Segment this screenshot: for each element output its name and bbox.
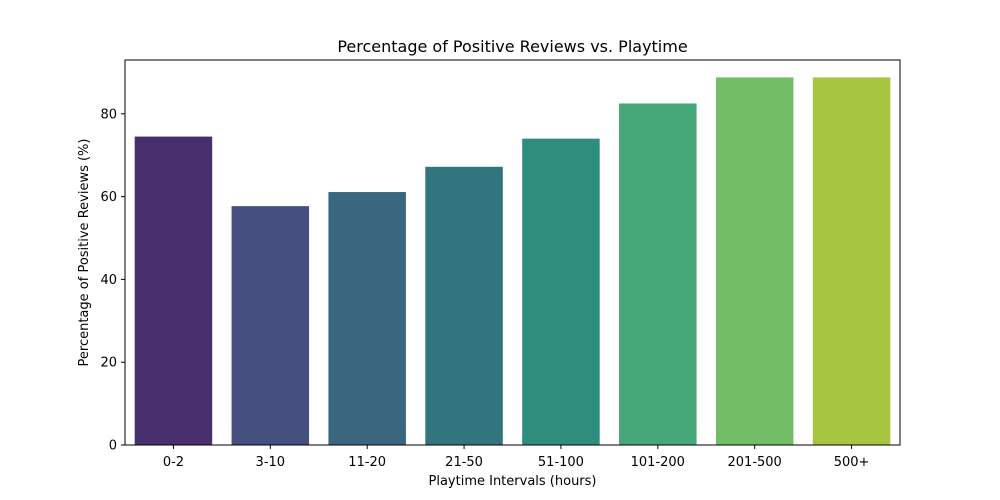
x-tick-label: 3-10 bbox=[256, 455, 286, 470]
bar-500+ bbox=[812, 77, 891, 446]
bar-101-200 bbox=[619, 103, 697, 445]
y-tick-label: 40 bbox=[100, 273, 117, 288]
x-tick-label: 51-100 bbox=[538, 455, 584, 470]
x-axis-title: Playtime Intervals (hours) bbox=[429, 474, 597, 489]
x-tick-label: 201-500 bbox=[728, 455, 782, 470]
bar-0-2 bbox=[134, 136, 213, 445]
y-tick-label: 60 bbox=[100, 190, 117, 205]
x-tick-label: 0-2 bbox=[163, 455, 184, 470]
x-axis-ticks: 0-2 3-10 11-20 21-50 51-100 101-200 201-500 500… bbox=[163, 445, 870, 470]
x-tick-label: 500+ bbox=[834, 455, 870, 470]
y-tick-label: 80 bbox=[100, 107, 117, 122]
chart-title: Percentage of Positive Reviews vs. Playt… bbox=[337, 37, 687, 56]
x-tick-label: 101-200 bbox=[631, 455, 685, 470]
y-axis-ticks: 0 20 40 60 80 bbox=[100, 107, 125, 454]
y-tick-label: 20 bbox=[100, 356, 117, 371]
bar-51-100 bbox=[522, 138, 600, 445]
y-tick-label: 0 bbox=[109, 439, 117, 454]
bar-21-50 bbox=[425, 166, 503, 445]
bar-3-10 bbox=[231, 206, 310, 445]
x-tick-label: 21-50 bbox=[445, 455, 483, 470]
x-tick-label: 11-20 bbox=[348, 455, 386, 470]
bars-group bbox=[134, 77, 891, 446]
bar-201-500 bbox=[715, 77, 794, 446]
y-axis-title: Percentage of Positive Reviews (%) bbox=[77, 139, 92, 367]
plot-frame bbox=[124, 59, 901, 446]
bar-11-20 bbox=[328, 192, 406, 445]
